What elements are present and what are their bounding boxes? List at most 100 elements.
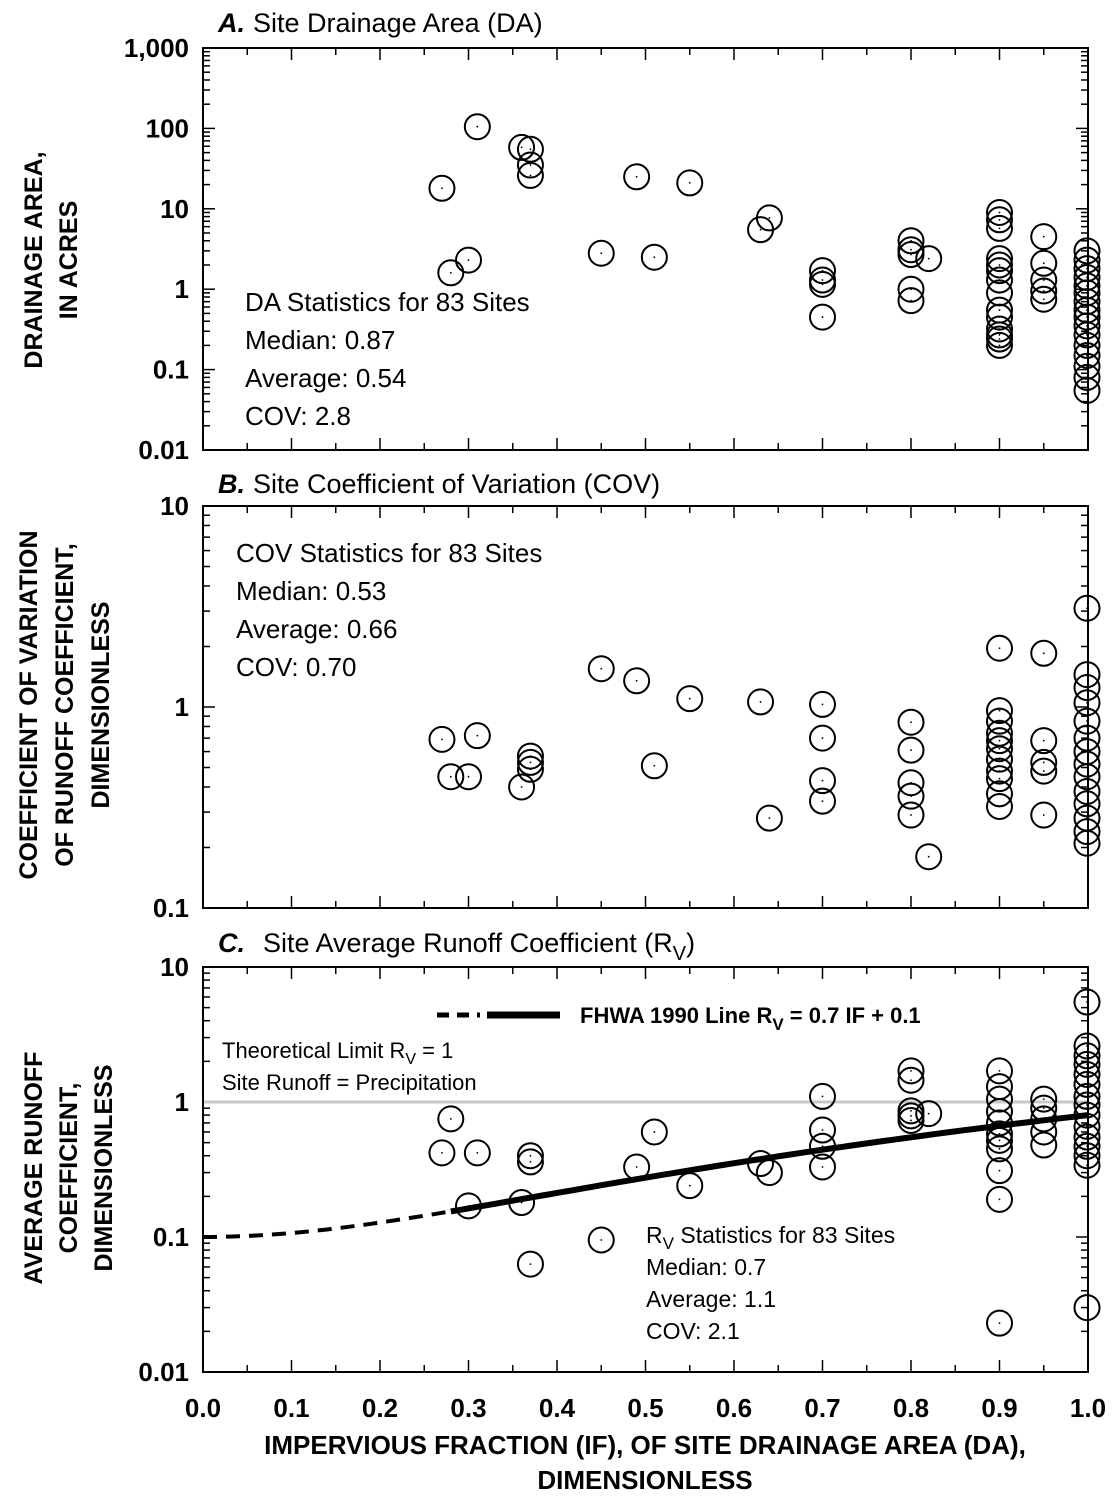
data-point bbox=[897, 801, 925, 829]
data-point bbox=[1073, 1112, 1101, 1140]
data-point bbox=[986, 325, 1013, 353]
y-axis-label: DIMENSIONLESS bbox=[90, 1065, 118, 1272]
data-point bbox=[1030, 727, 1058, 755]
data-point bbox=[755, 804, 783, 832]
data-point bbox=[1030, 801, 1058, 829]
data-point bbox=[587, 1226, 615, 1254]
data-point bbox=[747, 688, 775, 716]
x-axis-label: DIMENSIONLESS bbox=[537, 1465, 752, 1495]
data-point bbox=[623, 1153, 651, 1181]
data-point bbox=[1030, 748, 1058, 776]
data-point bbox=[986, 757, 1013, 785]
data-point bbox=[1073, 1294, 1101, 1322]
data-point bbox=[986, 198, 1013, 226]
data-point bbox=[986, 214, 1013, 242]
data-point bbox=[1073, 1123, 1101, 1151]
data-point bbox=[587, 239, 615, 267]
fhwa-line-dashed bbox=[203, 1209, 452, 1239]
data-point bbox=[516, 1142, 544, 1170]
data-point bbox=[1073, 1050, 1101, 1078]
panel-b-coefficient-of-variation: 0.1 1 10 COEFFICIENT OF VARIATION OF RUNOFF … bbox=[15, 469, 1101, 923]
data-point bbox=[809, 303, 836, 331]
data-point bbox=[809, 690, 836, 718]
data-point bbox=[516, 755, 544, 783]
y-axis-label: DIMENSIONLESS bbox=[87, 602, 115, 809]
x-tick-label: 0.3 bbox=[450, 1393, 486, 1423]
data-point bbox=[640, 1118, 668, 1146]
data-point bbox=[755, 1159, 783, 1187]
data-point bbox=[676, 1172, 704, 1200]
data-point bbox=[455, 1192, 482, 1220]
x-tick-label: 0.6 bbox=[716, 1393, 752, 1423]
data-point bbox=[897, 1066, 925, 1094]
data-point bbox=[463, 1139, 491, 1167]
data-point bbox=[516, 135, 544, 163]
y-tick-label: 10 bbox=[160, 952, 189, 982]
data-point bbox=[516, 1250, 544, 1278]
data-point bbox=[915, 1100, 943, 1128]
x-axis: 0.0 0.1 0.2 0.3 0.4 0.5 0.6 0.7 0.8 0.9 1.0 IMPERVI… bbox=[185, 1393, 1106, 1495]
x-tick-label: 1.0 bbox=[1070, 1393, 1106, 1423]
stats-text: DA Statistics for 83 Sites bbox=[245, 287, 530, 317]
x-tick-label: 0.8 bbox=[893, 1393, 929, 1423]
data-point bbox=[1073, 1032, 1101, 1060]
data-point bbox=[809, 1132, 836, 1160]
stats-title: RV Statistics for 83 Sites bbox=[646, 1222, 895, 1253]
data-point bbox=[455, 763, 482, 791]
data-point bbox=[676, 685, 704, 713]
data-point bbox=[437, 763, 465, 791]
data-point bbox=[1030, 1085, 1058, 1113]
data-point bbox=[986, 792, 1013, 820]
panel-title: B. Site Coefficient of Variation (COV) bbox=[218, 469, 660, 499]
data-point bbox=[508, 133, 536, 161]
data-point bbox=[809, 724, 836, 752]
y-tick-label: 1 bbox=[175, 1087, 189, 1117]
y-tick-label: 1 bbox=[175, 692, 189, 722]
data-point bbox=[516, 151, 544, 179]
data-point bbox=[1030, 757, 1058, 785]
x-tick-label: 0.7 bbox=[804, 1393, 840, 1423]
data-point bbox=[986, 1185, 1013, 1213]
x-tick-label: 0.4 bbox=[539, 1393, 576, 1423]
data-point bbox=[1073, 237, 1101, 265]
y-tick-label: 0.1 bbox=[153, 355, 189, 385]
stats-text: COV: 2.8 bbox=[245, 401, 351, 431]
stats-text: Average: 1.1 bbox=[646, 1286, 776, 1312]
y-tick-label: 10 bbox=[160, 491, 189, 521]
data-point bbox=[1073, 1082, 1101, 1110]
data-point bbox=[986, 1126, 1013, 1154]
data-point bbox=[1030, 266, 1058, 294]
x-tick-label: 0.0 bbox=[185, 1393, 221, 1423]
data-point bbox=[1073, 1142, 1101, 1170]
data-point bbox=[809, 787, 836, 815]
y-axis-label: COEFFICIENT OF VARIATION bbox=[15, 530, 43, 879]
data-point bbox=[428, 174, 456, 202]
y-tick-label: 0.1 bbox=[153, 1222, 189, 1252]
x-tick-label: 0.5 bbox=[627, 1393, 663, 1423]
y-axis-label: OF RUNOFF COEFFICIENT, bbox=[51, 543, 79, 867]
fhwa-line-solid bbox=[450, 1112, 1089, 1215]
data-point bbox=[1030, 285, 1058, 313]
data-point bbox=[1073, 594, 1101, 622]
data-point bbox=[1073, 1091, 1101, 1119]
data-point bbox=[897, 287, 925, 315]
data-point bbox=[986, 634, 1013, 662]
data-point bbox=[986, 257, 1013, 285]
data-point bbox=[1073, 1060, 1101, 1088]
x-tick-label: 0.2 bbox=[362, 1393, 398, 1423]
data-point bbox=[1030, 223, 1058, 251]
data-point bbox=[986, 1120, 1013, 1148]
site-runoff-note: Site Runoff = Precipitation bbox=[222, 1070, 477, 1095]
data-point bbox=[986, 697, 1013, 725]
panel-title: C. Site Average Runoff Coefficient (RV) bbox=[218, 928, 695, 965]
x-axis-label: IMPERVIOUS FRACTION (IF), OF SITE DRAINA… bbox=[264, 1430, 1026, 1460]
data-point bbox=[623, 163, 651, 191]
data-point bbox=[1030, 277, 1058, 305]
y-tick-label: 0.01 bbox=[138, 1357, 189, 1387]
data-point bbox=[1073, 303, 1101, 331]
data-point bbox=[915, 843, 943, 871]
panel-c-average-runoff-coefficient: 0.01 0.1 1 10 AVERAGE RUNOFF COEFFICIENT, DIME… bbox=[20, 928, 1101, 1387]
data-point bbox=[1030, 1094, 1058, 1122]
y-axis-label: DRAINAGE AREA, bbox=[20, 151, 48, 368]
x-tick-label: 0.1 bbox=[273, 1393, 309, 1423]
